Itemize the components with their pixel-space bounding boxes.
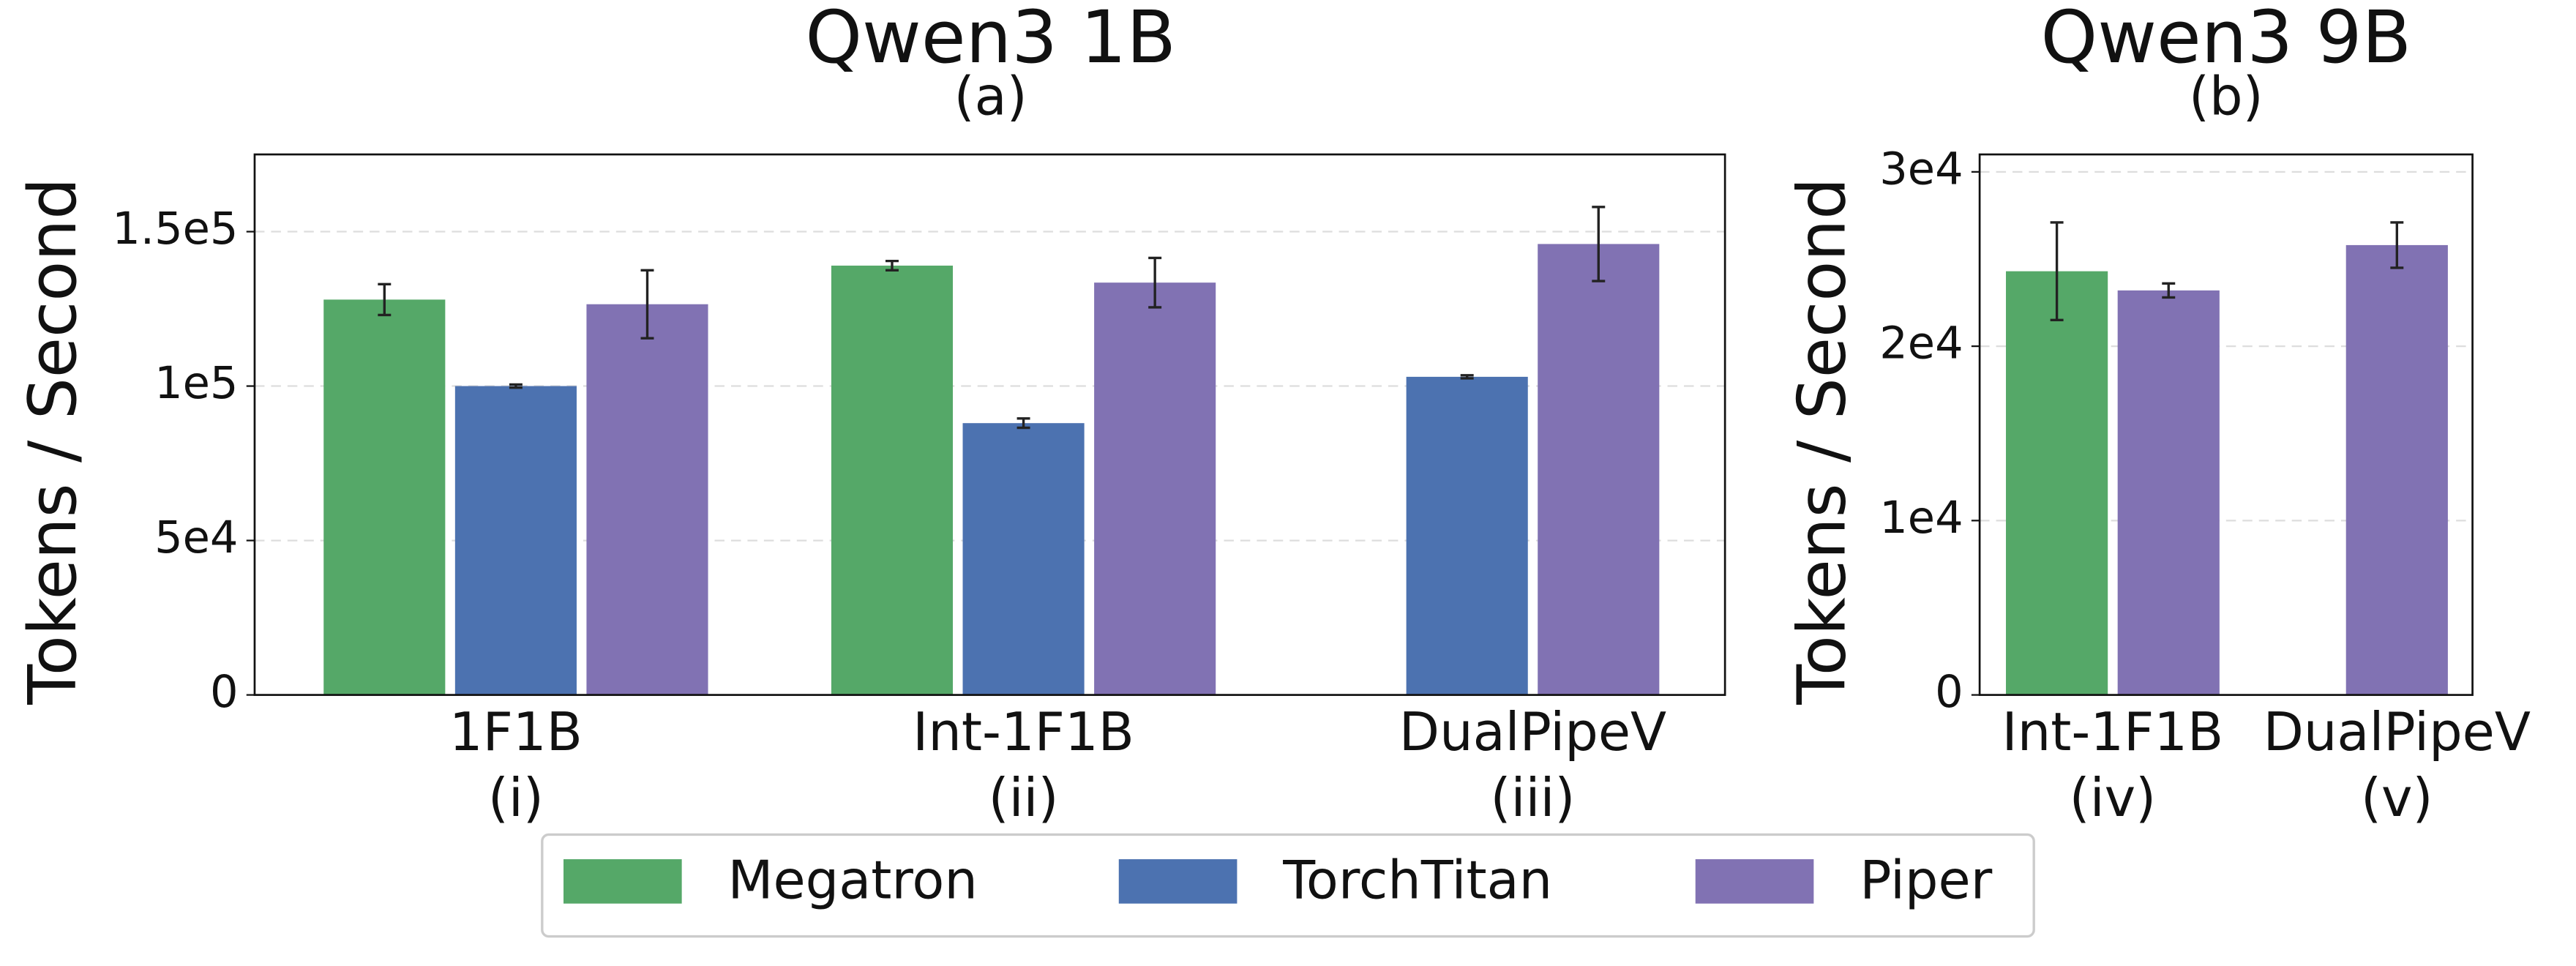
y-tick-label: 2e4 [1879, 318, 1963, 370]
x-tick-label: DualPipeV [2264, 701, 2531, 763]
legend-swatch [1118, 859, 1238, 904]
x-tick-sublabel: (iv) [2070, 767, 2157, 828]
legend-swatch [564, 859, 682, 904]
chart-subtitle: (b) [2189, 65, 2264, 127]
chart-title: Qwen3 9B [2040, 0, 2411, 80]
x-tick-label: Int-1F1B [2002, 701, 2224, 763]
y-tick-label: 0 [1935, 667, 1963, 718]
x-tick-label: DualPipeV [1399, 701, 1666, 763]
bar [323, 299, 446, 695]
x-tick-sublabel: (i) [488, 767, 544, 828]
y-axis-label: Tokens / Second [15, 178, 91, 705]
chart-subtitle: (a) [954, 65, 1027, 127]
x-tick-sublabel: (iii) [1491, 767, 1576, 828]
x-tick-sublabel: (ii) [989, 767, 1059, 828]
legend-label: Piper [1860, 849, 1992, 910]
bar [454, 386, 577, 695]
bar [2345, 244, 2448, 695]
plot-frame [1978, 153, 2474, 696]
bar [1406, 376, 1528, 695]
plot-frame [253, 153, 1726, 696]
legend-label: TorchTitan [1282, 849, 1552, 910]
y-tick-label: 0 [210, 667, 239, 718]
chart-title: Qwen3 1B [805, 0, 1176, 80]
bar [831, 265, 954, 695]
bar [1538, 244, 1660, 695]
y-tick-label: 5e4 [154, 512, 238, 564]
bar [2006, 271, 2108, 695]
y-axis-label: Tokens / Second [1785, 178, 1861, 705]
y-tick-label: 1e4 [1879, 493, 1963, 544]
x-tick-label: 1F1B [449, 701, 583, 763]
y-tick-label: 1.5e5 [112, 203, 238, 255]
bar [2117, 290, 2220, 695]
legend-swatch [1695, 859, 1814, 904]
y-tick-label: 3e4 [1879, 143, 1963, 195]
bar [962, 423, 1085, 695]
x-tick-label: Int-1F1B [913, 701, 1134, 763]
x-tick-sublabel: (v) [2361, 767, 2433, 828]
bar [1094, 282, 1216, 695]
legend-box [541, 833, 2035, 938]
bar [586, 304, 708, 695]
legend-label: Megatron [727, 849, 977, 910]
y-tick-label: 1e5 [154, 358, 238, 409]
